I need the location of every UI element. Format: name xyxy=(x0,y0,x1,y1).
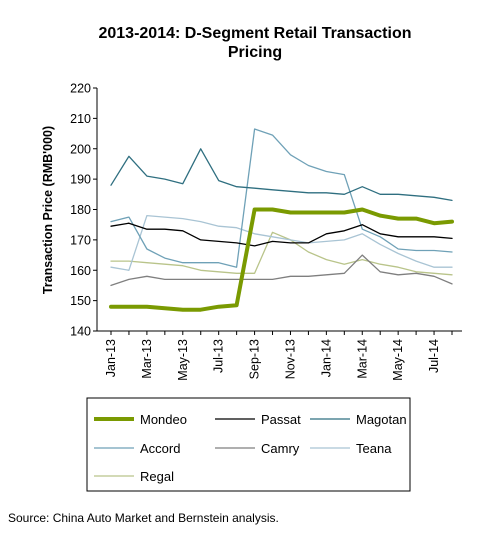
x-tick-label: May-14 xyxy=(391,339,405,381)
y-tick-label: 140 xyxy=(70,325,91,339)
chart-title-line-1: 2013-2014: D-Segment Retail Transaction xyxy=(98,25,411,42)
series-line-magotan xyxy=(110,148,453,202)
x-tick-label: May-13 xyxy=(176,339,190,381)
x-tick-label: Mar-14 xyxy=(355,339,369,379)
y-tick-label: 210 xyxy=(70,112,91,126)
x-tick-label: Jan-13 xyxy=(104,339,118,377)
legend-label-teana: Teana xyxy=(356,441,392,456)
x-tick-label: Jul-13 xyxy=(212,339,226,373)
x-tick-label: Nov-13 xyxy=(283,339,297,379)
y-tick-label: 220 xyxy=(70,82,91,96)
legend-label-accord: Accord xyxy=(140,441,180,456)
axes: 140 150 160 170 180 190 200 210 220 Jan-13 Mar-13 M… xyxy=(70,82,462,381)
legend-label-regal: Regal xyxy=(140,469,174,484)
x-tick-label: Jan-14 xyxy=(319,339,333,377)
series-line-accord xyxy=(110,128,453,268)
series-line-regal xyxy=(110,231,453,276)
x-tick-label: Sep-13 xyxy=(248,339,262,379)
y-tick-label: 160 xyxy=(70,264,91,278)
series-line-teana xyxy=(110,214,453,271)
legend-label-camry: Camry xyxy=(261,441,300,456)
series-line-passat xyxy=(110,222,453,247)
legend-label-magotan: Magotan xyxy=(356,412,407,427)
series-line-mondeo xyxy=(109,207,454,312)
y-tick-label: 150 xyxy=(70,294,91,308)
series-group xyxy=(109,128,454,312)
y-tick-label: 190 xyxy=(70,173,91,187)
legend: Mondeo Passat Magotan Accord Camry Teana Regal xyxy=(86,397,411,492)
series-line-camry xyxy=(110,254,453,287)
source-note: Source: China Auto Market and Bernstein … xyxy=(8,511,279,525)
y-axis-label: Transaction Price (RMB'000) xyxy=(41,126,55,294)
legend-label-passat: Passat xyxy=(261,412,301,427)
x-tick-label: Mar-13 xyxy=(140,339,154,379)
chart-title-line-2: Pricing xyxy=(228,44,282,61)
legend-box xyxy=(86,397,411,492)
y-tick-label: 180 xyxy=(70,203,91,217)
y-tick-label: 200 xyxy=(70,142,91,156)
y-tick-label: 170 xyxy=(70,233,91,247)
x-tick-label: Jul-14 xyxy=(427,339,441,373)
legend-label-mondeo: Mondeo xyxy=(140,412,187,427)
